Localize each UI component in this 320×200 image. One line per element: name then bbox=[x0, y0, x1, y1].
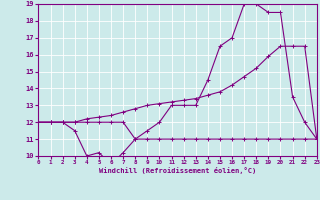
X-axis label: Windchill (Refroidissement éolien,°C): Windchill (Refroidissement éolien,°C) bbox=[99, 167, 256, 174]
